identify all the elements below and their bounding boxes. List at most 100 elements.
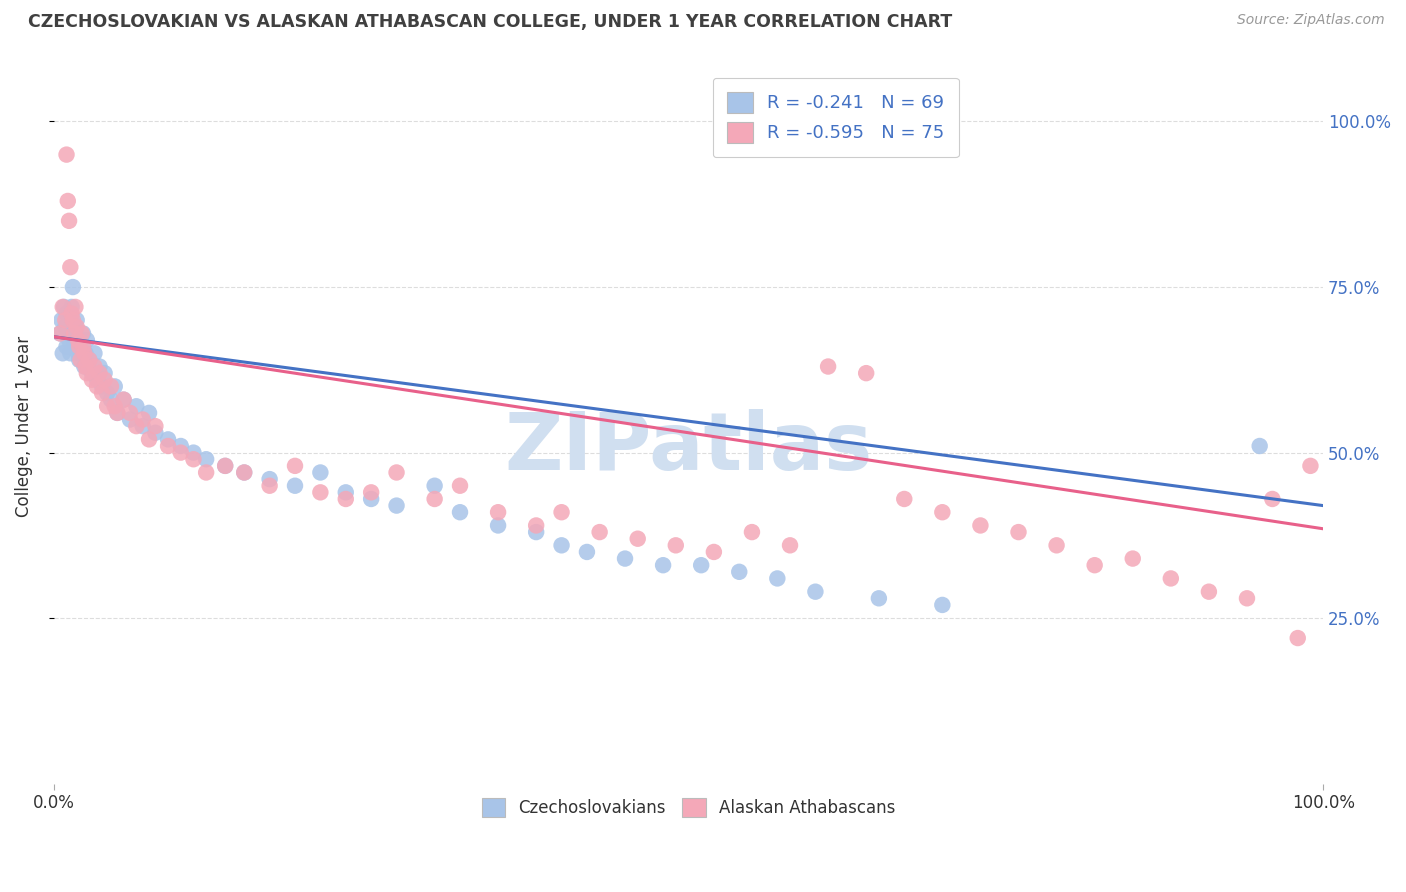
Point (259, 479, 281, 493)
Point (83, 359, 105, 374)
Point (67, 340, 90, 354)
Point (1299, 458, 1322, 473)
Point (63, 326, 86, 341)
Point (1261, 491, 1284, 506)
Point (214, 458, 236, 473)
Point (79, 352, 101, 367)
Point (138, 433, 160, 447)
Point (55, 147, 77, 161)
Point (309, 485, 332, 500)
Point (69, 352, 91, 367)
Point (690, 558, 713, 573)
Point (53, 319, 76, 334)
Point (49, 326, 72, 341)
Point (183, 452, 205, 467)
Text: Source: ZipAtlas.com: Source: ZipAtlas.com (1237, 13, 1385, 28)
Point (105, 406, 128, 420)
Point (550, 505, 572, 519)
Point (105, 406, 128, 420)
Text: CZECHOSLOVAKIAN VS ALASKAN ATHABASCAN COLLEGE, UNDER 1 YEAR CORRELATION CHART: CZECHOSLOVAKIAN VS ALASKAN ATHABASCAN CO… (28, 13, 952, 31)
Point (89, 366, 111, 380)
Point (76, 333, 98, 347)
Point (195, 466, 218, 480)
Point (58, 214, 80, 228)
Point (486, 505, 509, 519)
Point (63, 340, 86, 354)
Point (524, 518, 547, 533)
Point (893, 491, 915, 506)
Point (79, 352, 101, 367)
Point (652, 558, 675, 573)
Point (89, 359, 111, 374)
Point (804, 584, 827, 599)
Point (56, 194, 79, 208)
Point (741, 525, 763, 540)
Point (703, 545, 725, 559)
Point (449, 505, 471, 519)
Point (125, 419, 148, 434)
Point (309, 466, 332, 480)
Point (855, 366, 877, 380)
Point (112, 392, 135, 407)
Point (1249, 439, 1271, 453)
Point (60, 300, 83, 314)
Point (91, 386, 114, 401)
Point (100, 379, 122, 393)
Point (259, 472, 281, 486)
Point (62, 280, 84, 294)
Point (55, 307, 77, 321)
Point (766, 571, 789, 585)
Point (1045, 538, 1067, 552)
Point (449, 479, 471, 493)
Point (104, 379, 127, 393)
Point (55, 340, 77, 354)
Point (66, 313, 89, 327)
Point (86, 373, 108, 387)
Point (233, 466, 256, 480)
Point (728, 565, 751, 579)
Point (118, 406, 141, 420)
Point (1198, 584, 1220, 599)
Point (112, 392, 135, 407)
Text: ZIPatlas: ZIPatlas (505, 409, 873, 486)
Point (524, 525, 547, 540)
Point (969, 518, 991, 533)
Point (80, 373, 103, 387)
Point (66, 333, 89, 347)
Point (360, 485, 382, 500)
Point (868, 591, 890, 606)
Point (76, 366, 98, 380)
Point (145, 419, 167, 434)
Point (1160, 571, 1182, 585)
Point (931, 598, 953, 612)
Point (627, 532, 650, 546)
Point (779, 538, 801, 552)
Point (214, 458, 236, 473)
Point (67, 340, 90, 354)
Point (75, 346, 97, 360)
Point (1236, 591, 1258, 606)
Point (53, 313, 76, 327)
Point (360, 491, 382, 506)
Point (284, 458, 307, 473)
Point (1122, 551, 1144, 566)
Point (59, 260, 82, 275)
Point (72, 326, 94, 341)
Point (73, 359, 96, 374)
Point (51, 313, 73, 327)
Point (335, 491, 357, 506)
Point (233, 466, 256, 480)
Point (131, 419, 153, 434)
Point (67, 352, 90, 367)
Point (75, 359, 97, 374)
Point (817, 359, 839, 374)
Point (550, 538, 572, 552)
Point (125, 399, 148, 413)
Point (86, 379, 108, 393)
Point (49, 326, 72, 341)
Point (60, 307, 83, 321)
Point (284, 479, 307, 493)
Legend: Czechoslovakians, Alaskan Athabascans: Czechoslovakians, Alaskan Athabascans (474, 789, 904, 825)
Point (145, 425, 167, 440)
Point (486, 518, 509, 533)
